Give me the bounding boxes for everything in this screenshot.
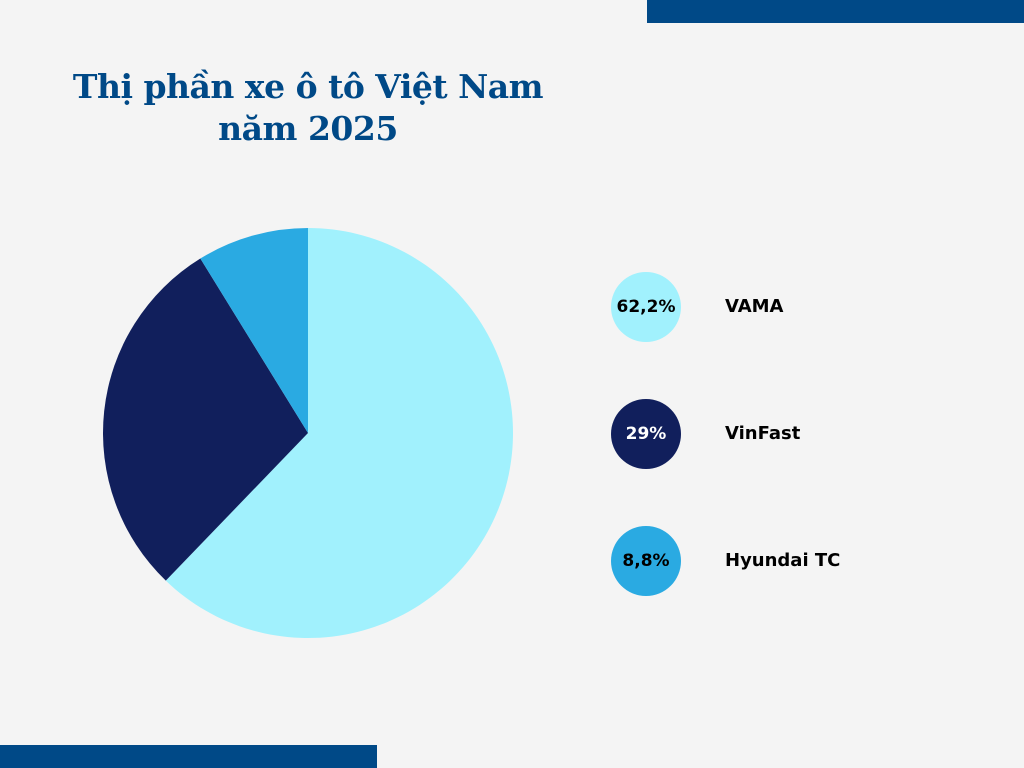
legend-value-vama: 62,2% <box>616 297 676 317</box>
legend-dot-vama: 62,2% <box>611 272 681 342</box>
legend-item-hyundai: 8,8% Hyundai TC <box>611 526 931 596</box>
legend-item-vama: 62,2% VAMA <box>611 272 931 342</box>
top-accent-bar <box>647 0 1024 23</box>
legend-dot-hyundai: 8,8% <box>611 526 681 596</box>
pie-slice-hyundai <box>200 228 308 433</box>
legend-value-hyundai: 8,8% <box>622 551 670 571</box>
pie-slice-vinfast <box>102 258 308 581</box>
legend-dot-vinfast: 29% <box>611 399 681 469</box>
legend-value-vinfast: 29% <box>625 424 667 444</box>
bottom-accent-bar <box>0 745 377 768</box>
chart-title: Thị phần xe ô tô Việt Nam năm 2025 <box>60 66 556 150</box>
legend-item-vinfast: 29% VinFast <box>611 399 931 469</box>
chart-title-line-2: năm 2025 <box>218 109 398 148</box>
legend-label-vinfast: VinFast <box>725 423 801 444</box>
chart-title-line-1: Thị phần xe ô tô Việt Nam <box>72 67 544 106</box>
legend-label-hyundai: Hyundai TC <box>725 550 841 571</box>
pie-slice-vama <box>165 228 514 639</box>
legend-label-vama: VAMA <box>725 296 784 317</box>
